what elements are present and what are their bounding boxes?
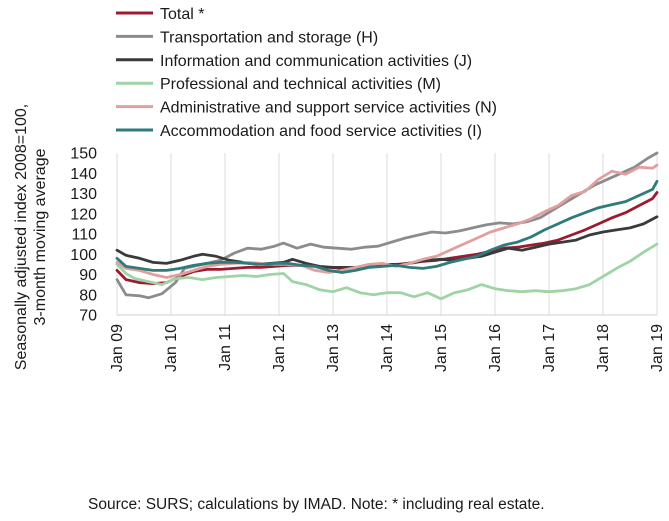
x-tick-label: Jan 09 (109, 324, 126, 372)
legend-label: Professional and technical activities (M… (160, 76, 441, 93)
y-tick-label: 70 (79, 308, 97, 325)
x-axis-ticks: Jan 09 Jan 10 Jan 11 Jan 12 Jan 13 Jan 14 Jan … (109, 324, 666, 372)
y-tick-label: 130 (70, 186, 97, 203)
y-tick-label: 90 (79, 267, 97, 284)
x-tick-label: Jan 18 (595, 324, 612, 372)
x-tick-label: Jan 19 (649, 324, 666, 372)
legend-label: Administrative and support service activ… (160, 100, 497, 117)
x-tick-label: Jan 13 (325, 324, 342, 372)
x-tick-label: Jan 11 (217, 324, 234, 371)
source-note: Source: SURS; calculations by IMAD. Note… (88, 496, 545, 513)
x-tick-label: Jan 16 (487, 324, 504, 372)
series-line-4 (115, 242, 659, 301)
y-tick-label: 140 (70, 166, 97, 183)
y-axis-label-line-2: 3-month moving average (32, 148, 49, 325)
y-axis-label-line-1: Seasonally adjusted index 2008=100, (13, 104, 30, 370)
series-line-6 (115, 179, 659, 274)
x-tick-label: Jan 10 (163, 324, 180, 372)
y-tick-label: 150 (70, 146, 97, 163)
chart-legend: Total * Transportation and storage (H) Inf… (116, 6, 497, 140)
legend-label: Information and communication activities… (160, 53, 472, 70)
x-tick-label: Jan 12 (271, 324, 288, 372)
legend-label: Total * (160, 6, 204, 23)
legend-label: Transportation and storage (H) (160, 29, 378, 46)
y-tick-label: 80 (79, 287, 97, 304)
y-tick-label: 100 (70, 247, 97, 264)
x-tick-label: Jan 17 (541, 324, 558, 372)
x-tick-label: Jan 15 (433, 324, 450, 372)
y-axis-label: Seasonally adjusted index 2008=100, 3-mo… (13, 104, 49, 370)
y-tick-label: 120 (70, 206, 97, 223)
y-axis-ticks: 70 80 90 100 110 120 130 140 150 (70, 146, 97, 325)
y-tick-label: 110 (71, 227, 97, 244)
series-lines (115, 151, 659, 301)
x-tick-label: Jan 14 (379, 324, 396, 372)
legend-label: Accommodation and food service activitie… (160, 123, 482, 140)
